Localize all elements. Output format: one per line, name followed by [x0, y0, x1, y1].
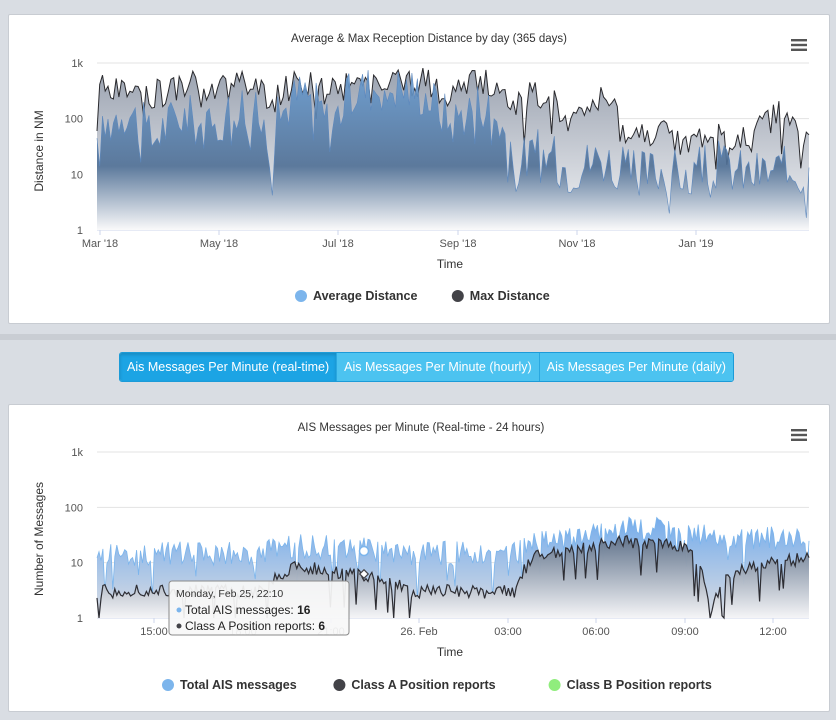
chart-menu-icon[interactable]	[791, 39, 807, 51]
tooltip-dot-total	[176, 607, 182, 613]
x-tick-label: Sep '18	[440, 238, 477, 250]
legend-item-class-a-position-reports[interactable]: Class A Position reports	[333, 678, 496, 692]
x-axis-label: Time	[437, 257, 464, 271]
y-tick-label: 100	[65, 114, 83, 126]
series-line-max-distance	[96, 68, 810, 170]
y-tick-label: 100	[65, 502, 83, 514]
x-tick-label: 06:00	[582, 626, 610, 638]
x-tick-label: Jan '19	[678, 238, 713, 250]
x-tick-label: 12:00	[759, 626, 787, 638]
legend-item-max-distance[interactable]: Max Distance	[451, 289, 550, 303]
chart-title: AIS Messages per Minute (Real-time - 24 …	[298, 422, 545, 434]
legend-item-total-ais-messages[interactable]: Total AIS messages	[162, 678, 297, 692]
y-tick-label: 1	[77, 225, 83, 237]
series-line-total-ais-messages	[96, 516, 810, 600]
chart-legend: Average Distance Max Distance	[295, 289, 550, 303]
x-axis-label: Time	[437, 645, 464, 659]
tooltip-marker-total	[358, 545, 370, 557]
hourly-button[interactable]: Ais Messages Per Minute (hourly)	[337, 353, 540, 381]
messages-chart: AIS Messages per Minute (Real-time - 24 …	[32, 422, 810, 692]
chart-title: Average & Max Reception Distance by day …	[291, 33, 567, 45]
chart-menu-icon[interactable]	[791, 429, 807, 441]
y-axis-label: Number of Messages	[32, 482, 46, 596]
y-tick-label: 1	[77, 613, 83, 625]
daily-button[interactable]: Ais Messages Per Minute (daily)	[539, 353, 733, 381]
legend-label: Average Distance	[313, 289, 417, 303]
x-tick-label: May '18	[200, 238, 238, 250]
series-area-average-distance	[97, 70, 809, 230]
tooltip: Monday, Feb 25, 22:10 Total AIS messages…	[168, 545, 370, 636]
x-tick-label: 09:00	[671, 626, 699, 638]
x-tick-label: Jul '18	[322, 238, 353, 250]
x-axis: Mar '18 May '18 Jul '18 Sep '18 Nov '18 Jan '…	[82, 230, 714, 250]
legend-symbol	[451, 290, 464, 302]
y-axis: 1 10 100 1k	[65, 58, 84, 237]
tooltip-classA-label: Class A Position reports:	[185, 619, 318, 633]
legend-label: Total AIS messages	[180, 678, 297, 692]
x-tick-label: Nov '18	[559, 238, 596, 250]
legend-symbol	[162, 679, 174, 691]
x-tick-label: 26. Feb	[400, 626, 437, 638]
tooltip-total-value: 16	[297, 603, 311, 617]
legend-label: Class B Position reports	[567, 678, 712, 692]
x-tick-label: 03:00	[494, 626, 522, 638]
series-line-average-distance	[96, 70, 810, 218]
legend-symbol	[333, 679, 346, 691]
legend-symbol	[548, 679, 561, 691]
legend-symbol	[295, 290, 307, 302]
distance-chart-panel: Average & Max Reception Distance by day …	[8, 14, 830, 324]
y-axis: 1 10 100 1k	[65, 447, 84, 625]
y-tick-label: 10	[71, 169, 83, 181]
legend-label: Max Distance	[470, 289, 550, 303]
tooltip-dot-classA	[176, 623, 182, 629]
period-toggle: Ais Messages Per Minute (real-time) Ais …	[119, 352, 734, 382]
tooltip-total-line: Total AIS messages: 16	[185, 603, 311, 617]
chart-series-areas	[96, 68, 810, 230]
y-tick-label: 1k	[71, 447, 83, 459]
distance-chart: Average & Max Reception Distance by day …	[32, 33, 810, 303]
realtime-button[interactable]: Ais Messages Per Minute (real-time)	[120, 353, 338, 381]
legend-item-average-distance[interactable]: Average Distance	[295, 289, 417, 303]
tooltip-marker-classA	[358, 568, 370, 580]
chart-legend: Total AIS messages Class A Position repor…	[162, 678, 712, 692]
messages-chart-panel: AIS Messages per Minute (Real-time - 24 …	[8, 404, 830, 712]
tooltip-date: Monday, Feb 25, 22:10	[176, 588, 283, 600]
tooltip-total-label: Total AIS messages:	[185, 603, 297, 617]
tooltip-classA-value: 6	[318, 619, 325, 633]
y-axis-label: Distance in NM	[32, 110, 46, 191]
x-tick-label: 15:00	[140, 626, 168, 638]
section-divider	[0, 334, 836, 340]
tooltip-box	[168, 580, 350, 636]
legend-label: Class A Position reports	[351, 678, 495, 692]
y-tick-label: 10	[71, 558, 83, 570]
tooltip-classA-line: Class A Position reports: 6	[185, 619, 325, 633]
y-tick-label: 1k	[71, 58, 83, 70]
legend-item-class-b-position-reports[interactable]: Class B Position reports	[548, 678, 712, 692]
x-tick-label: Mar '18	[82, 238, 118, 250]
